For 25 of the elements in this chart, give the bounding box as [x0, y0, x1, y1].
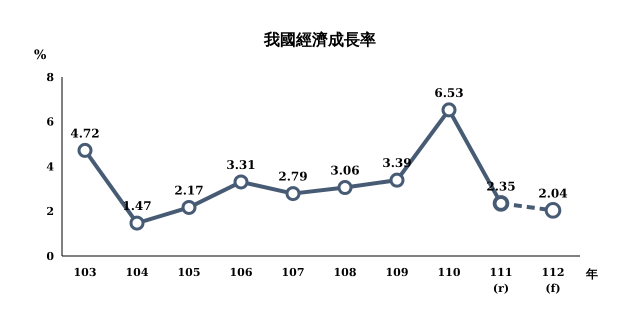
x-tick-label: 106 [230, 266, 253, 279]
data-label: 6.53 [434, 86, 464, 100]
x-tick-label: 103 [74, 266, 96, 279]
x-tick-label: 107 [282, 266, 304, 279]
x-tick-label: 108 [334, 266, 357, 279]
y-tick-label: 2 [46, 205, 54, 218]
data-label: 3.06 [330, 164, 360, 178]
x-tick-label: 105 [178, 266, 200, 279]
y-tick-label: 8 [46, 70, 54, 84]
x-tick-label: 109 [386, 266, 408, 279]
data-label: 2.04 [538, 186, 568, 200]
y-tick-label: 4 [46, 160, 54, 174]
x-tick-label: 111 (r) [490, 266, 512, 295]
y-axis-title: % [34, 48, 46, 63]
data-label: 4.72 [70, 126, 100, 140]
x-tick-label: 110 [438, 266, 461, 279]
data-label: 3.31 [226, 158, 256, 172]
y-tick-label: 0 [46, 250, 54, 263]
x-axis-title: 年 [586, 266, 598, 283]
data-label: 2.17 [174, 183, 204, 198]
x-tick-label: 104 [126, 266, 149, 279]
chart-title: 我國經濟成長率 [264, 30, 376, 49]
x-tick-label: 112 (f) [542, 266, 564, 295]
data-label: 2.79 [278, 170, 308, 184]
y-tick-label: 6 [46, 116, 54, 129]
